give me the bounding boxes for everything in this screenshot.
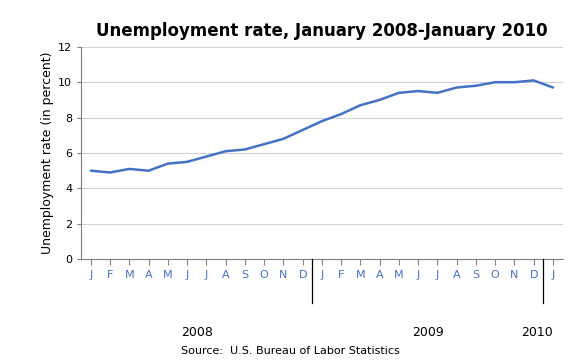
Y-axis label: Unemployment rate (in percent): Unemployment rate (in percent) [41, 52, 54, 254]
Title: Unemployment rate, January 2008-January 2010: Unemployment rate, January 2008-January … [96, 22, 548, 40]
Text: 2008: 2008 [181, 327, 213, 339]
Text: 2010: 2010 [521, 327, 553, 339]
Text: Source:  U.S. Bureau of Labor Statistics: Source: U.S. Bureau of Labor Statistics [180, 346, 400, 356]
Text: 2009: 2009 [412, 327, 444, 339]
